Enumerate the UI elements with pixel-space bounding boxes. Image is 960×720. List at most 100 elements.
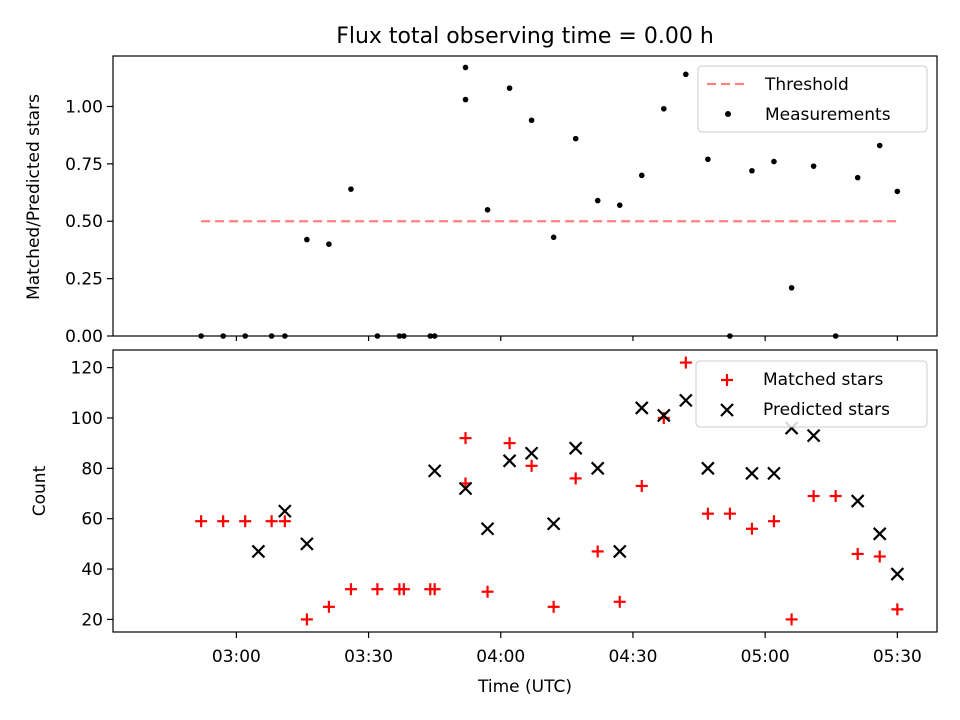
top-y-tick-label: 0.25 — [65, 270, 103, 290]
legend-predicted-swatch — [720, 403, 734, 417]
predicted-star-point — [872, 527, 887, 541]
legend-measurements-swatch — [725, 111, 731, 117]
measurement-point — [832, 333, 839, 339]
predicted-star-point — [890, 567, 905, 581]
top-y-ticks: 0.00 0.25 0.50 0.75 1.00 — [65, 97, 113, 347]
bottom-legend: Matched stars Predicted stars — [695, 360, 928, 428]
top-x-ticks — [235, 336, 898, 341]
bottom-x-tick-label: 05:30 — [873, 647, 922, 667]
measurement-point — [727, 333, 733, 339]
top-y-axis-label: Matched/Predicted stars — [24, 94, 44, 300]
bottom-y-tick-label: 120 — [71, 359, 103, 379]
matched-star-point — [635, 479, 648, 492]
predicted-star-point — [524, 446, 539, 461]
measurement-point — [374, 333, 381, 339]
measurement-point — [431, 333, 438, 339]
measurement-point — [462, 96, 469, 103]
bottom-x-ticks: 03:00 03:30 04:00 04:30 05:00 05:30 — [212, 632, 922, 667]
bottom-y-tick-label: 80 — [81, 459, 103, 479]
measurement-point — [326, 241, 332, 247]
measurement-point — [462, 64, 469, 71]
measurement-point — [282, 333, 288, 339]
measurement-point — [661, 105, 667, 112]
measurement-point — [242, 333, 248, 339]
chart-title: Flux total observing time = 0.00 h — [336, 24, 714, 49]
predicted-star-point — [590, 461, 605, 476]
predicted-star-point — [850, 494, 865, 508]
matched-star-point — [547, 600, 560, 613]
bottom-x-tick-label: 03:30 — [344, 647, 393, 667]
matched-star-point — [239, 515, 252, 528]
matched-star-point — [300, 613, 313, 626]
top-legend-box — [697, 65, 928, 133]
matched-star-point — [891, 603, 904, 616]
matched-star-point — [278, 515, 291, 528]
legend-matched-label: Matched stars — [763, 370, 883, 390]
measurement-point — [427, 333, 434, 339]
predicted-star-point — [767, 466, 781, 481]
predicted-star-point — [612, 544, 627, 559]
matched-star-point — [525, 459, 538, 472]
top-y-tick-label: 0.75 — [65, 155, 103, 175]
top-legend: Threshold Measurements — [697, 65, 928, 133]
matched-star-point — [679, 356, 692, 369]
legend-predicted-label: Predicted stars — [763, 400, 890, 420]
bottom-axes: 20 40 60 80 100 120 03:00 03:30 04:00 04:30 05:00… — [30, 349, 938, 697]
bottom-y-tick-label: 40 — [81, 560, 103, 580]
predicted-star-point — [745, 466, 759, 481]
predicted-star-point — [300, 537, 314, 551]
matched-star-point — [723, 507, 736, 520]
top-y-tick-label: 0.50 — [65, 212, 103, 232]
predicted-star-point — [701, 461, 715, 476]
bottom-y-axis-label: Count — [30, 465, 50, 516]
bottom-x-tick-label: 03:00 — [212, 647, 261, 667]
predicted-star-point — [502, 454, 517, 468]
matched-star-point — [322, 600, 335, 613]
matched-star-point — [591, 545, 604, 558]
measurement-point — [528, 117, 535, 124]
bottom-y-ticks: 20 40 60 80 100 120 — [71, 359, 113, 630]
matched-star-point — [459, 432, 472, 445]
matched-star-point — [613, 595, 626, 608]
x-axis-label: Time (UTC) — [477, 677, 572, 697]
bottom-legend-box — [695, 360, 928, 428]
matched-star-point — [745, 522, 758, 535]
predicted-star-point — [458, 481, 473, 496]
matched-star-point — [481, 585, 494, 598]
matched-star-point — [503, 437, 516, 450]
measurement-point — [788, 285, 795, 291]
measurement-point — [638, 172, 645, 179]
matched-star-point — [785, 613, 798, 626]
top-y-tick-label: 0.00 — [65, 327, 103, 347]
bottom-x-tick-label: 05:00 — [741, 647, 790, 667]
measurement-point — [396, 333, 403, 339]
measurement-point — [506, 85, 513, 91]
top-axes: 0.00 0.25 0.50 0.75 1.00 Matched/Predicted s… — [24, 55, 938, 347]
top-y-tick-label: 1.00 — [65, 97, 103, 117]
predicted-star-point — [634, 401, 649, 415]
measurement-point — [304, 236, 310, 243]
bottom-y-tick-label: 20 — [81, 610, 103, 630]
bottom-y-tick-label: 60 — [81, 510, 103, 530]
matched-star-point — [195, 515, 208, 528]
bottom-x-tick-label: 04:30 — [608, 647, 657, 667]
measurement-point — [894, 188, 901, 195]
matched-star-point — [397, 583, 410, 596]
measurement-points — [198, 64, 901, 339]
legend-threshold-label: Threshold — [764, 75, 849, 95]
measurement-point — [401, 333, 407, 339]
predicted-star-point — [806, 428, 821, 443]
predicted-star-point — [657, 408, 671, 423]
measurement-point — [810, 163, 817, 169]
bottom-y-tick-label: 100 — [71, 409, 103, 429]
measurement-point — [572, 135, 579, 142]
measurement-point — [484, 206, 491, 213]
measurement-point — [198, 333, 204, 339]
predicted-stars-points — [251, 393, 905, 581]
measurement-point — [771, 158, 777, 165]
measurement-point — [749, 167, 755, 174]
legend-measurements-label: Measurements — [765, 105, 891, 125]
measurement-point — [616, 202, 623, 208]
measurement-point — [268, 333, 275, 339]
bottom-x-tick-label: 04:00 — [476, 647, 525, 667]
